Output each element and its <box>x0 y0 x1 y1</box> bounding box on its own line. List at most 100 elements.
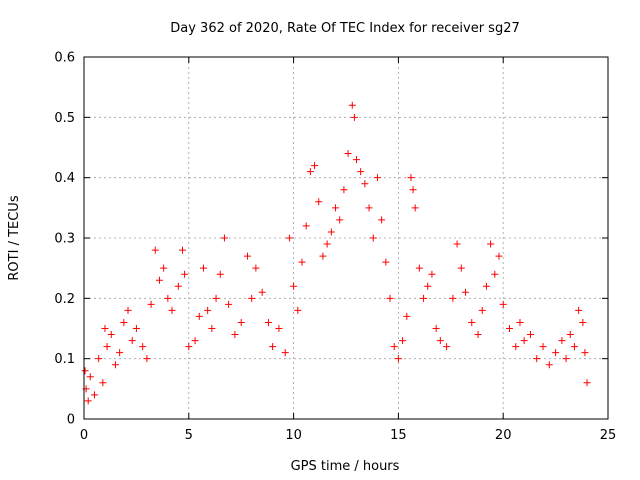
data-point <box>348 101 356 109</box>
y-tick-label: 0.1 <box>54 352 75 367</box>
data-point <box>281 349 289 357</box>
x-axis-label: GPS time / hours <box>291 459 400 474</box>
y-tick-label: 0.5 <box>54 111 75 126</box>
data-point <box>457 264 465 272</box>
data-point <box>179 246 187 254</box>
data-point <box>116 349 124 357</box>
data-point <box>298 258 306 266</box>
data-point <box>570 343 578 351</box>
x-tick-label: 0 <box>80 428 88 443</box>
data-point <box>319 252 327 260</box>
data-point <box>147 300 155 308</box>
data-point <box>520 337 528 345</box>
y-tick-label: 0.3 <box>54 232 75 247</box>
data-point <box>382 258 390 266</box>
data-point <box>581 349 589 357</box>
data-point <box>124 306 132 314</box>
data-markers <box>81 101 591 405</box>
data-point <box>357 168 365 176</box>
data-point <box>424 282 432 290</box>
data-point <box>101 325 109 332</box>
data-point <box>191 337 199 345</box>
data-point <box>216 270 224 278</box>
data-point <box>99 379 107 387</box>
data-point <box>81 367 89 375</box>
data-point <box>453 240 461 248</box>
x-tick-label: 15 <box>390 428 407 443</box>
data-point <box>204 306 212 314</box>
data-point <box>139 343 147 351</box>
data-point <box>185 343 193 351</box>
data-point <box>290 282 298 290</box>
data-point <box>505 325 513 332</box>
data-point <box>327 228 335 236</box>
data-point <box>107 331 115 339</box>
x-tick-label: 20 <box>495 428 512 443</box>
data-point <box>420 294 428 302</box>
data-point <box>352 156 360 164</box>
data-point <box>436 337 444 345</box>
data-point <box>482 282 490 290</box>
data-point <box>243 252 251 260</box>
data-point <box>512 343 520 351</box>
data-point <box>390 343 398 351</box>
data-point <box>491 270 499 278</box>
data-point <box>332 204 340 212</box>
data-point <box>340 186 348 194</box>
data-point <box>252 264 260 272</box>
data-point <box>373 174 381 182</box>
data-point <box>432 325 440 332</box>
data-point <box>181 270 189 278</box>
data-point <box>562 355 570 363</box>
x-tick-label: 25 <box>600 428 617 443</box>
data-point <box>378 216 386 224</box>
data-point <box>220 234 228 242</box>
y-tick-label: 0.2 <box>54 292 75 307</box>
data-point <box>311 162 319 170</box>
data-point <box>275 325 283 332</box>
y-tick-label: 0 <box>67 413 75 428</box>
data-point <box>95 355 103 363</box>
data-point <box>545 361 553 369</box>
data-point <box>478 306 486 314</box>
data-point <box>365 204 373 212</box>
data-point <box>258 288 266 296</box>
data-point <box>195 312 203 320</box>
data-point <box>495 252 503 260</box>
data-point <box>323 240 331 248</box>
data-point <box>411 204 419 212</box>
data-point <box>428 270 436 278</box>
data-point <box>84 397 92 405</box>
data-point <box>361 180 369 188</box>
data-point <box>302 222 310 230</box>
data-point <box>566 331 574 339</box>
data-point <box>103 343 111 351</box>
data-point <box>111 361 119 369</box>
data-point <box>474 331 482 339</box>
data-point <box>212 294 220 302</box>
data-point <box>558 337 566 345</box>
data-point <box>128 337 136 345</box>
data-point <box>164 294 172 302</box>
data-point <box>399 337 407 345</box>
data-point <box>231 331 239 339</box>
data-point <box>369 234 377 242</box>
data-point <box>208 325 216 332</box>
x-tick-label: 10 <box>285 428 302 443</box>
axes: 0 0.1 0.2 0.3 0.4 0.5 0.6 0 5 10 15 20 25 <box>54 51 616 444</box>
data-point <box>526 331 534 339</box>
data-point <box>269 343 277 351</box>
data-point <box>499 300 507 308</box>
data-point <box>394 355 402 363</box>
data-point <box>552 349 560 357</box>
data-point <box>403 312 411 320</box>
data-point <box>168 306 176 314</box>
data-point <box>174 282 182 290</box>
data-point <box>120 318 128 326</box>
data-point <box>575 306 583 314</box>
grid <box>84 57 608 419</box>
data-point <box>264 318 272 326</box>
data-point <box>155 276 163 284</box>
data-point <box>86 373 94 381</box>
data-point <box>315 198 323 206</box>
